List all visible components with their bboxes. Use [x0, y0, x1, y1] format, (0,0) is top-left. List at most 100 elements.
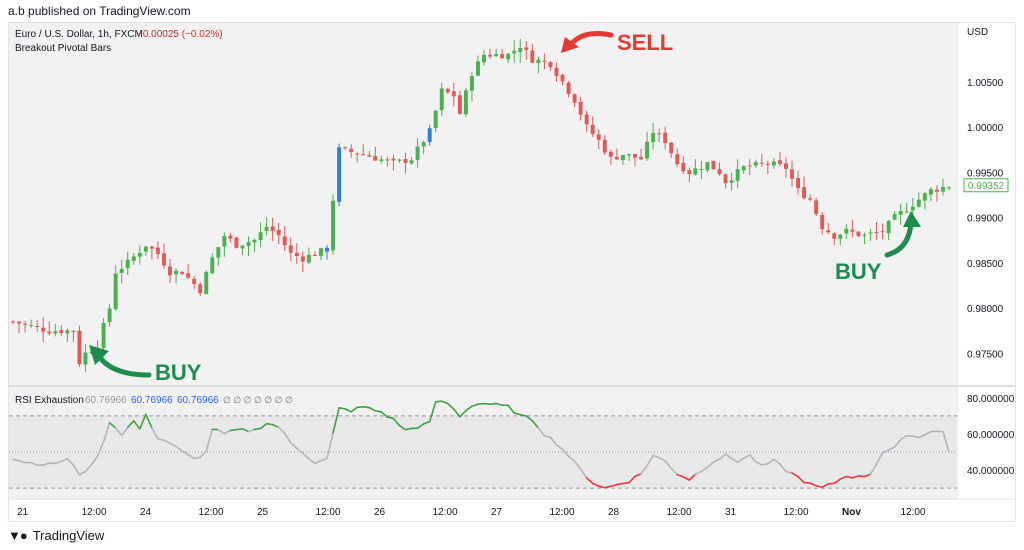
rsi-segment — [289, 441, 298, 450]
rsi-segment — [845, 475, 854, 479]
candle-body — [319, 248, 323, 256]
candle-body — [868, 232, 873, 234]
candle-body — [922, 193, 927, 201]
candle-body — [735, 169, 740, 181]
rsi-segment — [694, 470, 703, 475]
time-tick-label: 12:00 — [433, 507, 458, 518]
price-pane-bg — [9, 23, 957, 385]
candle-body — [548, 62, 553, 68]
indicator-legend[interactable]: Breakout Pivotal Bars — [15, 43, 111, 54]
candle-body — [101, 322, 106, 349]
rsi-segment — [114, 427, 123, 437]
rsi-segment — [374, 409, 383, 413]
rsi-segment — [924, 430, 932, 436]
arrow-head-icon — [89, 345, 109, 365]
candle-body — [723, 174, 728, 184]
rsi-segment — [646, 454, 654, 467]
rsi-segment — [616, 482, 624, 486]
rsi-segment — [754, 461, 763, 466]
time-tick-label: Nov — [842, 507, 861, 518]
rsi-segment — [779, 463, 787, 473]
rsi-segment — [18, 460, 26, 464]
candle-body — [83, 352, 88, 365]
candle-body — [711, 160, 716, 170]
currency-label: USD — [967, 27, 988, 38]
rsi-segment — [416, 423, 425, 429]
rsi-segment — [350, 406, 359, 413]
rsi-segment — [555, 443, 564, 451]
rsi-segment — [603, 485, 612, 489]
candle-body — [367, 155, 372, 157]
time-tick-label: 25 — [257, 507, 269, 518]
chart-frame[interactable]: 1.00500 1.00000 0.99500 0.99000 0.98500 0.980… — [8, 22, 1016, 522]
rsi-segment — [863, 473, 872, 478]
candle-body — [355, 153, 360, 155]
rsi-segment — [193, 456, 201, 460]
rsi-segment — [102, 422, 111, 443]
rsi-segment — [169, 442, 177, 448]
time-tick-label: 27 — [491, 507, 503, 518]
rsi-segment — [277, 426, 286, 435]
rsi-segment — [187, 453, 195, 460]
candle-body — [312, 254, 317, 256]
candle-body — [125, 259, 130, 269]
candle-body — [832, 233, 837, 239]
rsi-segment — [682, 476, 691, 481]
price-axis[interactable]: 1.00500 1.00000 0.99500 0.99000 0.98500 0.980… — [967, 78, 1004, 361]
candle-body — [23, 323, 28, 325]
candle-body — [71, 330, 76, 332]
rsi-segment — [296, 447, 304, 455]
candle-body — [892, 214, 897, 220]
rsi-segment — [181, 450, 189, 456]
rsi-segment — [428, 400, 437, 423]
candle-body — [512, 50, 517, 54]
candle-body — [29, 325, 34, 327]
rsi-segment — [507, 404, 516, 414]
rsi-segment — [139, 413, 147, 430]
candle-body — [947, 187, 951, 189]
candle-body — [578, 101, 583, 115]
tradingview-footer[interactable]: ▼● TradingView — [8, 528, 104, 543]
candle-body — [373, 156, 378, 161]
rsi-segment — [833, 478, 842, 485]
rsi-segment — [163, 439, 171, 445]
rsi-segment — [869, 463, 878, 476]
candle-body — [838, 234, 843, 239]
candle-body — [47, 331, 52, 334]
candle-body — [862, 234, 867, 236]
rsi-segment — [66, 457, 75, 466]
rsi-segment — [459, 409, 467, 418]
rsi-segment — [736, 457, 745, 464]
time-axis[interactable]: 21 12:00 24 12:00 25 12:00 26 12:00 27 12:00 28 12:… — [17, 507, 926, 518]
candle-body — [687, 170, 692, 175]
rsi-segment — [676, 473, 685, 478]
candle-body — [59, 329, 64, 334]
candle-body — [113, 273, 118, 310]
candle-body — [928, 189, 933, 195]
price-tick-label: 0.98000 — [967, 304, 1004, 315]
candle-body — [451, 91, 456, 97]
chart-canvas[interactable]: 1.00500 1.00000 0.99500 0.99000 0.98500 0.980… — [9, 23, 1015, 521]
rsi-segment — [839, 475, 848, 480]
time-tick-label: 26 — [374, 507, 386, 518]
rsi-legend-v1: 60.76966 — [85, 395, 127, 406]
candle-body — [331, 200, 336, 251]
rsi-segment — [477, 402, 485, 406]
tradingview-brand: TradingView — [32, 528, 105, 543]
rsi-segment — [157, 437, 165, 442]
rsi-segment — [247, 428, 256, 433]
rsi-segment — [918, 434, 926, 439]
rsi-legend-name[interactable]: RSI Exhaustion — [15, 395, 84, 406]
symbol-legend[interactable]: Euro / U.S. Dollar, 1h, FXCM — [15, 29, 143, 40]
rsi-segment — [489, 402, 497, 406]
rsi-segment — [887, 446, 896, 451]
candle-body — [210, 257, 215, 274]
candle-body — [246, 242, 251, 246]
candle-body — [880, 231, 885, 233]
rsi-axis[interactable]: 80.000000 60.000000 40.000000 — [967, 394, 1015, 477]
candle-body — [77, 330, 82, 365]
time-tick-label: 12:00 — [199, 507, 224, 518]
rsi-segment — [398, 424, 407, 431]
rsi-segment — [332, 407, 340, 434]
arrow-head-icon — [903, 211, 921, 227]
